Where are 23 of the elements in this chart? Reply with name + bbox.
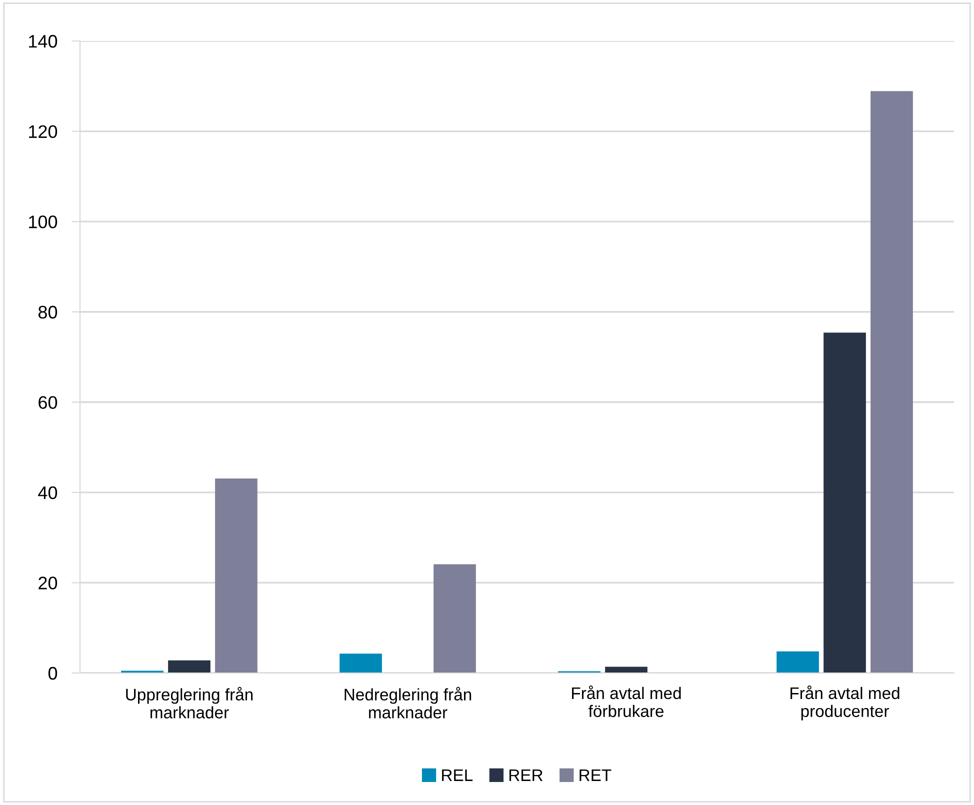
y-tick-label: 140 [29, 34, 58, 48]
bar [870, 91, 913, 673]
bar [434, 564, 476, 673]
bar [168, 660, 210, 673]
y-tick-label: 60 [38, 396, 58, 409]
y-tick-label: 0 [48, 666, 58, 680]
x-tick-label: Uppreglering från marknader [126, 686, 253, 718]
bar [215, 478, 258, 673]
legend-label: RET [580, 769, 612, 781]
legend-label: RER [509, 769, 543, 781]
x-tick-label: Från avtal med producenter [790, 686, 900, 720]
legend-label: REL [442, 769, 473, 781]
bar [605, 666, 648, 673]
y-tick-label: 40 [38, 486, 58, 500]
y-tick-label: 100 [29, 216, 58, 228]
y-tick-label: 120 [29, 125, 58, 138]
x-tick-label: Nedreglering från marknader [344, 686, 472, 718]
bar [340, 654, 382, 673]
y-tick-label: 80 [38, 306, 58, 319]
y-tick-label: 20 [38, 576, 58, 590]
bar [824, 332, 866, 673]
bar [776, 651, 819, 673]
x-tick-label: Från avtal med förbrukare [572, 686, 681, 718]
